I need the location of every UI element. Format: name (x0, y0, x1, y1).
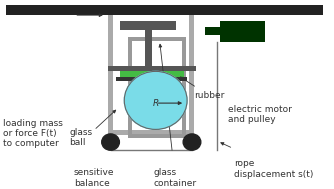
Circle shape (124, 71, 187, 129)
Bar (182, 37, 186, 137)
Text: glass
ball: glass ball (69, 128, 93, 147)
Bar (117, 77, 187, 81)
Text: electric motor
and pulley: electric motor and pulley (228, 105, 292, 124)
Text: R: R (153, 99, 159, 108)
Text: R: R (153, 99, 159, 108)
Bar (205, 27, 222, 35)
Text: glass
container: glass container (154, 168, 197, 188)
Bar (6, 5, 323, 15)
Bar (120, 21, 176, 30)
Bar (220, 21, 265, 42)
Text: loading mass
or force F(t)
to computer: loading mass or force F(t) to computer (3, 119, 62, 148)
Text: rubber: rubber (194, 91, 224, 100)
Bar (128, 37, 132, 137)
Bar (189, 15, 194, 133)
Bar (108, 66, 196, 71)
Circle shape (102, 134, 119, 150)
Bar (128, 134, 186, 138)
Bar (128, 37, 186, 41)
Bar (108, 130, 194, 135)
Bar (145, 28, 152, 66)
Circle shape (183, 134, 201, 150)
Text: rope
displacement s(t): rope displacement s(t) (234, 159, 314, 179)
Text: sensitive
balance: sensitive balance (73, 168, 114, 188)
Bar (120, 71, 184, 78)
Bar (108, 15, 113, 133)
